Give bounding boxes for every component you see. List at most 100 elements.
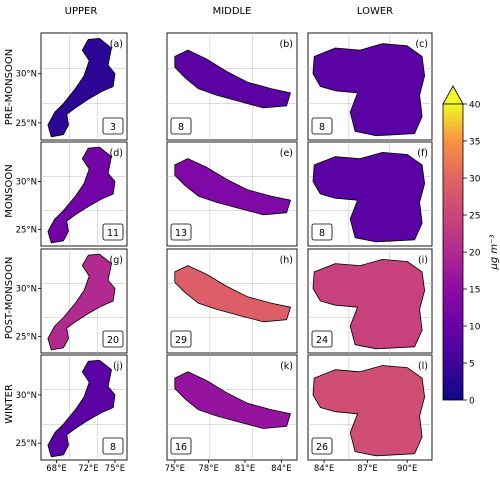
panel-value: 26 — [316, 442, 328, 453]
colorbar-tick-label: 15 — [469, 286, 480, 296]
panel-value: 20 — [107, 335, 119, 346]
x-tick-label: 68°E — [46, 464, 66, 474]
panel-value: 29 — [175, 335, 187, 346]
region-shape — [47, 146, 116, 244]
region-shape — [47, 253, 116, 351]
panel-value: 8 — [319, 122, 325, 133]
panel-value-box — [170, 223, 192, 241]
x-tick-label: 81°E — [235, 464, 255, 474]
x-tick-label: 87°E — [357, 464, 377, 474]
colorbar: 0 5 10 15 20 25 30 35 40 μg m⁻³ — [442, 85, 500, 407]
region-shape — [47, 38, 116, 138]
colorbar-tick-label: 5 — [469, 360, 475, 370]
region-shape — [47, 359, 116, 458]
panel-letter: (e) — [280, 148, 293, 159]
colorbar-tick-label: 25 — [469, 212, 480, 222]
panel-value-box — [311, 223, 333, 241]
map-panel: (b) 8 — [166, 32, 298, 141]
colorbar-tick-label: 40 — [469, 101, 481, 111]
panel-value-box — [311, 330, 333, 348]
y-tick-label: 30°N — [16, 70, 37, 80]
map-panel: (c) 8 — [307, 32, 433, 141]
longitude-ticks: 68°E 72°E 75°E 75°E 78°E 81°E 84°E 84°E 87°E 90°E — [46, 460, 417, 474]
map-panel: (k) 16 — [166, 354, 298, 461]
colorbar-ticks: 0 5 10 15 20 25 30 35 40 — [463, 101, 481, 407]
panel-letter: (f) — [417, 148, 428, 159]
column-header-middle: MIDDLE — [213, 6, 252, 17]
colorbar-label: μg m⁻³ — [489, 235, 500, 271]
region-shape — [312, 151, 426, 243]
y-tick-label: 25°N — [16, 225, 37, 235]
latitude-ticks: 30°N 25°N 30°N 25°N 30°N 25°N 30°N 25°N — [16, 70, 41, 449]
panel-value: 8 — [110, 442, 116, 453]
row-header-pre-monsoon: PRE-MONSOON — [4, 49, 15, 125]
colorbar-tick-label: 0 — [469, 397, 475, 407]
panel-letter: (h) — [280, 255, 293, 266]
panel-letter: (i) — [418, 255, 428, 266]
map-panel: (a) 3 — [40, 32, 128, 141]
colorbar-extend-arrow — [442, 85, 464, 105]
panel-letter: (l) — [418, 361, 428, 372]
map-panel: (e) 13 — [166, 141, 298, 247]
column-header-lower: LOWER — [357, 6, 393, 17]
panel-letter: (d) — [110, 148, 123, 159]
y-tick-label: 30°N — [16, 391, 37, 401]
panel-value: 8 — [178, 122, 184, 133]
x-tick-label: 84°E — [271, 464, 291, 474]
map-panels: (a) 3 (b) 8 (c) 8 (d) 11 (e) 13 (f) 8 (g) 20 (h) 29 (i) 2… — [40, 32, 433, 461]
map-panel: (h) 29 — [166, 248, 298, 354]
y-tick-label: 25°N — [16, 332, 37, 342]
x-tick-label: 75°E — [105, 464, 125, 474]
map-panel: (g) 20 — [40, 248, 128, 354]
panel-letter: (c) — [415, 39, 428, 50]
map-panel: (i) 24 — [307, 248, 433, 354]
panel-letter: (g) — [110, 255, 123, 266]
panel-letter: (a) — [110, 39, 123, 50]
colorbar-tick-label: 10 — [469, 323, 481, 333]
panel-value-box — [311, 117, 333, 135]
x-tick-label: 90°E — [397, 464, 417, 474]
panel-value: 8 — [319, 228, 325, 239]
panel-letter: (k) — [280, 361, 293, 372]
panel-value-box — [170, 330, 192, 348]
region-shape — [174, 371, 291, 429]
panel-value: 24 — [316, 335, 328, 346]
panel-letter: (b) — [280, 39, 293, 50]
panel-value: 16 — [175, 442, 187, 453]
region-shape — [312, 43, 426, 137]
colorbar-bar — [442, 103, 464, 401]
y-tick-label: 30°N — [16, 285, 37, 295]
panel-value: 11 — [107, 228, 119, 239]
colorbar-tick-label: 30 — [469, 175, 481, 185]
map-panel: (l) 26 — [307, 354, 433, 461]
panel-value-box — [102, 117, 124, 135]
panel-value-box — [170, 117, 192, 135]
row-header-monsoon: MONSOON — [4, 164, 15, 218]
row-header-post-monsoon: POST-MONSOON — [4, 257, 15, 340]
x-tick-label: 78°E — [198, 464, 218, 474]
x-tick-label: 72°E — [78, 464, 98, 474]
y-tick-label: 30°N — [16, 178, 37, 188]
y-tick-label: 25°N — [16, 119, 37, 129]
map-panel: (d) 11 — [40, 141, 128, 247]
panel-value: 13 — [175, 228, 187, 239]
map-panel: (j) 8 — [40, 354, 128, 461]
y-tick-label: 25°N — [16, 439, 37, 449]
panel-value-box — [311, 437, 333, 455]
panel-value-box — [102, 223, 124, 241]
colorbar-tick-label: 20 — [469, 249, 481, 259]
x-tick-label: 84°E — [314, 464, 334, 474]
column-header-upper: UPPER — [65, 6, 98, 17]
x-tick-label: 75°E — [165, 464, 185, 474]
panel-value-box — [170, 437, 192, 455]
map-panel: (f) 8 — [307, 141, 433, 247]
panel-value-box — [102, 330, 124, 348]
region-shape — [312, 365, 426, 457]
panel-value: 3 — [110, 122, 116, 133]
row-header-winter: WINTER — [4, 384, 15, 424]
region-shape — [174, 49, 291, 109]
panel-letter: (j) — [113, 361, 123, 372]
region-shape — [174, 265, 291, 323]
panel-value-box — [102, 437, 124, 455]
